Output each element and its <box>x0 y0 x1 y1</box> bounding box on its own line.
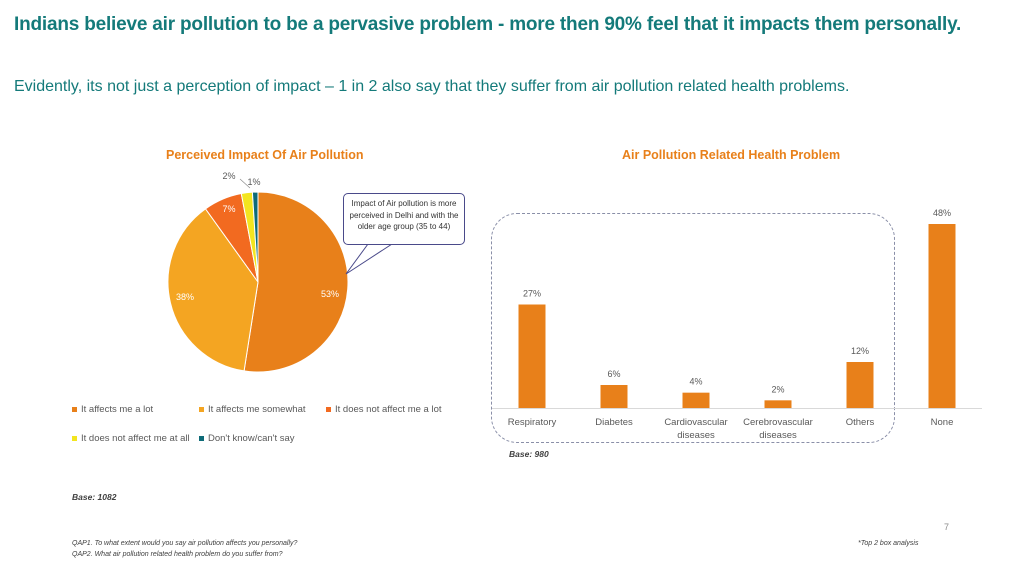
bar-category-label: Cerebrovascular diseases <box>743 417 813 441</box>
bar-category-label: Diabetes <box>595 417 633 428</box>
pie-slice <box>251 191 259 283</box>
bar-value-label: 4% <box>689 377 702 387</box>
pie-slice <box>243 191 349 373</box>
pie-slice-label: 1% <box>247 177 260 187</box>
page-title: Indians believe air pollution to be a pe… <box>14 14 962 35</box>
pie-slice-label: 2% <box>222 171 235 181</box>
bar-value-label: 48% <box>933 208 951 218</box>
bar-category-label: Respiratory <box>507 417 557 428</box>
bar-value-label: 6% <box>607 369 620 379</box>
bar <box>928 224 956 408</box>
bar <box>764 400 792 408</box>
pie-chart-title: Perceived Impact Of Air Pollution <box>166 148 364 162</box>
legend-label: It affects me a lot <box>81 404 154 415</box>
bar <box>682 392 710 408</box>
legend-item-affects-a-lot: It affects me a lot <box>72 404 153 415</box>
footnote-top2box: *Top 2 box analysis <box>858 540 919 547</box>
legend-label: Don't know/can't say <box>208 433 295 444</box>
bar <box>600 385 628 408</box>
bar <box>518 304 546 408</box>
bar-value-label: 12% <box>851 346 869 356</box>
legend-swatch <box>199 436 204 441</box>
legend-swatch <box>72 436 77 441</box>
legend-label: It does not affect me a lot <box>335 404 442 415</box>
legend-label: It does not affect me at all <box>81 433 190 444</box>
legend-item-not-affect-at-all: It does not affect me at all <box>72 433 190 444</box>
bar-category-label: Cardiovascular diseases <box>664 417 728 441</box>
legend-swatch <box>72 407 77 412</box>
highlight-frame <box>491 213 895 443</box>
legend-swatch <box>326 407 331 412</box>
legend-item-dont-know: Don't know/can't say <box>199 433 295 444</box>
callout-note: Impact of Air pollution is more perceive… <box>343 193 465 245</box>
pie-slice-label: 53% <box>321 289 339 299</box>
legend-item-not-affect-a-lot: It does not affect me a lot <box>326 404 442 415</box>
legend-swatch <box>199 407 204 412</box>
footnote-qap1: QAP1. To what extent would you say air p… <box>72 540 298 547</box>
pie-slice-label: 7% <box>222 204 235 214</box>
pie-slice-label: 38% <box>176 292 194 302</box>
bar-value-label: 2% <box>771 384 784 394</box>
pie-leader-line <box>239 178 251 189</box>
page-subtitle: Evidently, its not just a perception of … <box>14 78 850 95</box>
pie-slice <box>167 208 259 372</box>
bar-base-note: Base: 980 <box>509 449 549 459</box>
bar-chart-title: Air Pollution Related Health Problem <box>622 148 841 162</box>
legend-item-affects-somewhat: It affects me somewhat <box>199 404 306 415</box>
bar-value-label: 27% <box>523 289 541 299</box>
bar <box>846 362 874 408</box>
page-number: 7 <box>944 522 950 532</box>
legend-label: It affects me somewhat <box>208 404 306 415</box>
bar-category-label: Others <box>845 417 875 428</box>
footnote-qap2: QAP2. What air pollution related health … <box>72 551 283 558</box>
pie-base-note: Base: 1082 <box>72 492 117 502</box>
bar-category-label: None <box>930 417 954 428</box>
